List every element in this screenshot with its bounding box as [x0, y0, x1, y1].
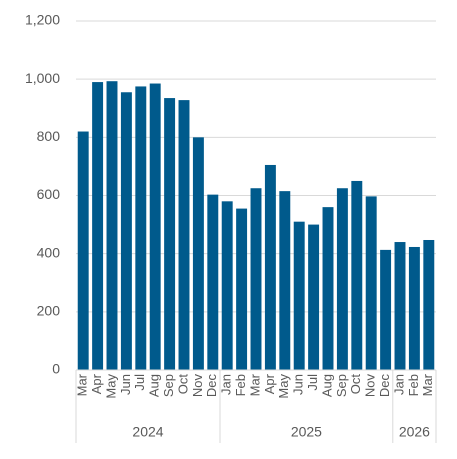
- x-tick-label: Aug: [147, 374, 162, 397]
- x-tick-label: Jul: [305, 374, 320, 391]
- x-tick-label: Dec: [204, 374, 219, 398]
- x-tick-label: Nov: [190, 374, 205, 398]
- y-tick-label: 400: [37, 244, 61, 260]
- group-label: 2026: [399, 424, 430, 440]
- bar: [322, 207, 334, 370]
- y-tick-label: 200: [37, 303, 61, 319]
- x-tick-label: Feb: [406, 374, 421, 396]
- x-tick-label: Aug: [319, 374, 334, 397]
- x-tick-label: Jan: [219, 374, 234, 395]
- y-tick-label: 800: [37, 128, 61, 144]
- bar: [380, 249, 392, 370]
- bar: [236, 208, 248, 370]
- bar: [135, 86, 147, 370]
- x-tick-label: Mar: [75, 373, 90, 396]
- bar: [221, 201, 233, 370]
- bar: [178, 100, 190, 371]
- bar: [250, 188, 262, 370]
- group-label: 2025: [291, 424, 322, 440]
- x-tick-label: Oct: [175, 374, 190, 395]
- x-tick-label: Jun: [291, 374, 306, 395]
- x-tick-label: Sep: [334, 374, 349, 397]
- bar: [120, 92, 132, 371]
- bar: [423, 239, 435, 370]
- x-tick-label: Mar: [247, 373, 262, 396]
- bar: [408, 246, 420, 370]
- bar: [394, 242, 406, 370]
- bar: [77, 131, 89, 370]
- bar: [279, 191, 291, 370]
- x-tick-label: Sep: [161, 374, 176, 397]
- x-tick-label: May: [103, 374, 118, 399]
- bar: [106, 81, 118, 370]
- x-tick-label: Jul: [132, 374, 147, 391]
- bar: [308, 224, 320, 370]
- x-tick-label: Feb: [233, 374, 248, 396]
- x-tick-label: Mar: [420, 373, 435, 396]
- bar: [351, 180, 363, 370]
- bar: [192, 137, 204, 370]
- bar: [336, 188, 348, 370]
- bar: [365, 196, 377, 370]
- bar: [207, 194, 219, 370]
- x-tick-label: Apr: [89, 373, 104, 394]
- bar: [92, 82, 104, 370]
- bar: [293, 221, 305, 370]
- x-tick-label: Oct: [348, 374, 363, 395]
- bar: [264, 164, 276, 370]
- y-tick-label: 1,200: [25, 12, 60, 28]
- x-tick-label: Nov: [363, 374, 378, 398]
- group-label: 2024: [132, 424, 163, 440]
- bar: [164, 98, 176, 370]
- y-tick-label: 0: [52, 361, 60, 377]
- x-tick-label: May: [276, 374, 291, 399]
- y-tick-label: 1,000: [25, 70, 60, 86]
- x-tick-label: Apr: [262, 373, 277, 394]
- y-tick-label: 600: [37, 186, 61, 202]
- x-tick-label: Jun: [118, 374, 133, 395]
- x-tick-label: Dec: [377, 374, 392, 398]
- x-tick-label: Jan: [391, 374, 406, 395]
- bar: [149, 83, 161, 370]
